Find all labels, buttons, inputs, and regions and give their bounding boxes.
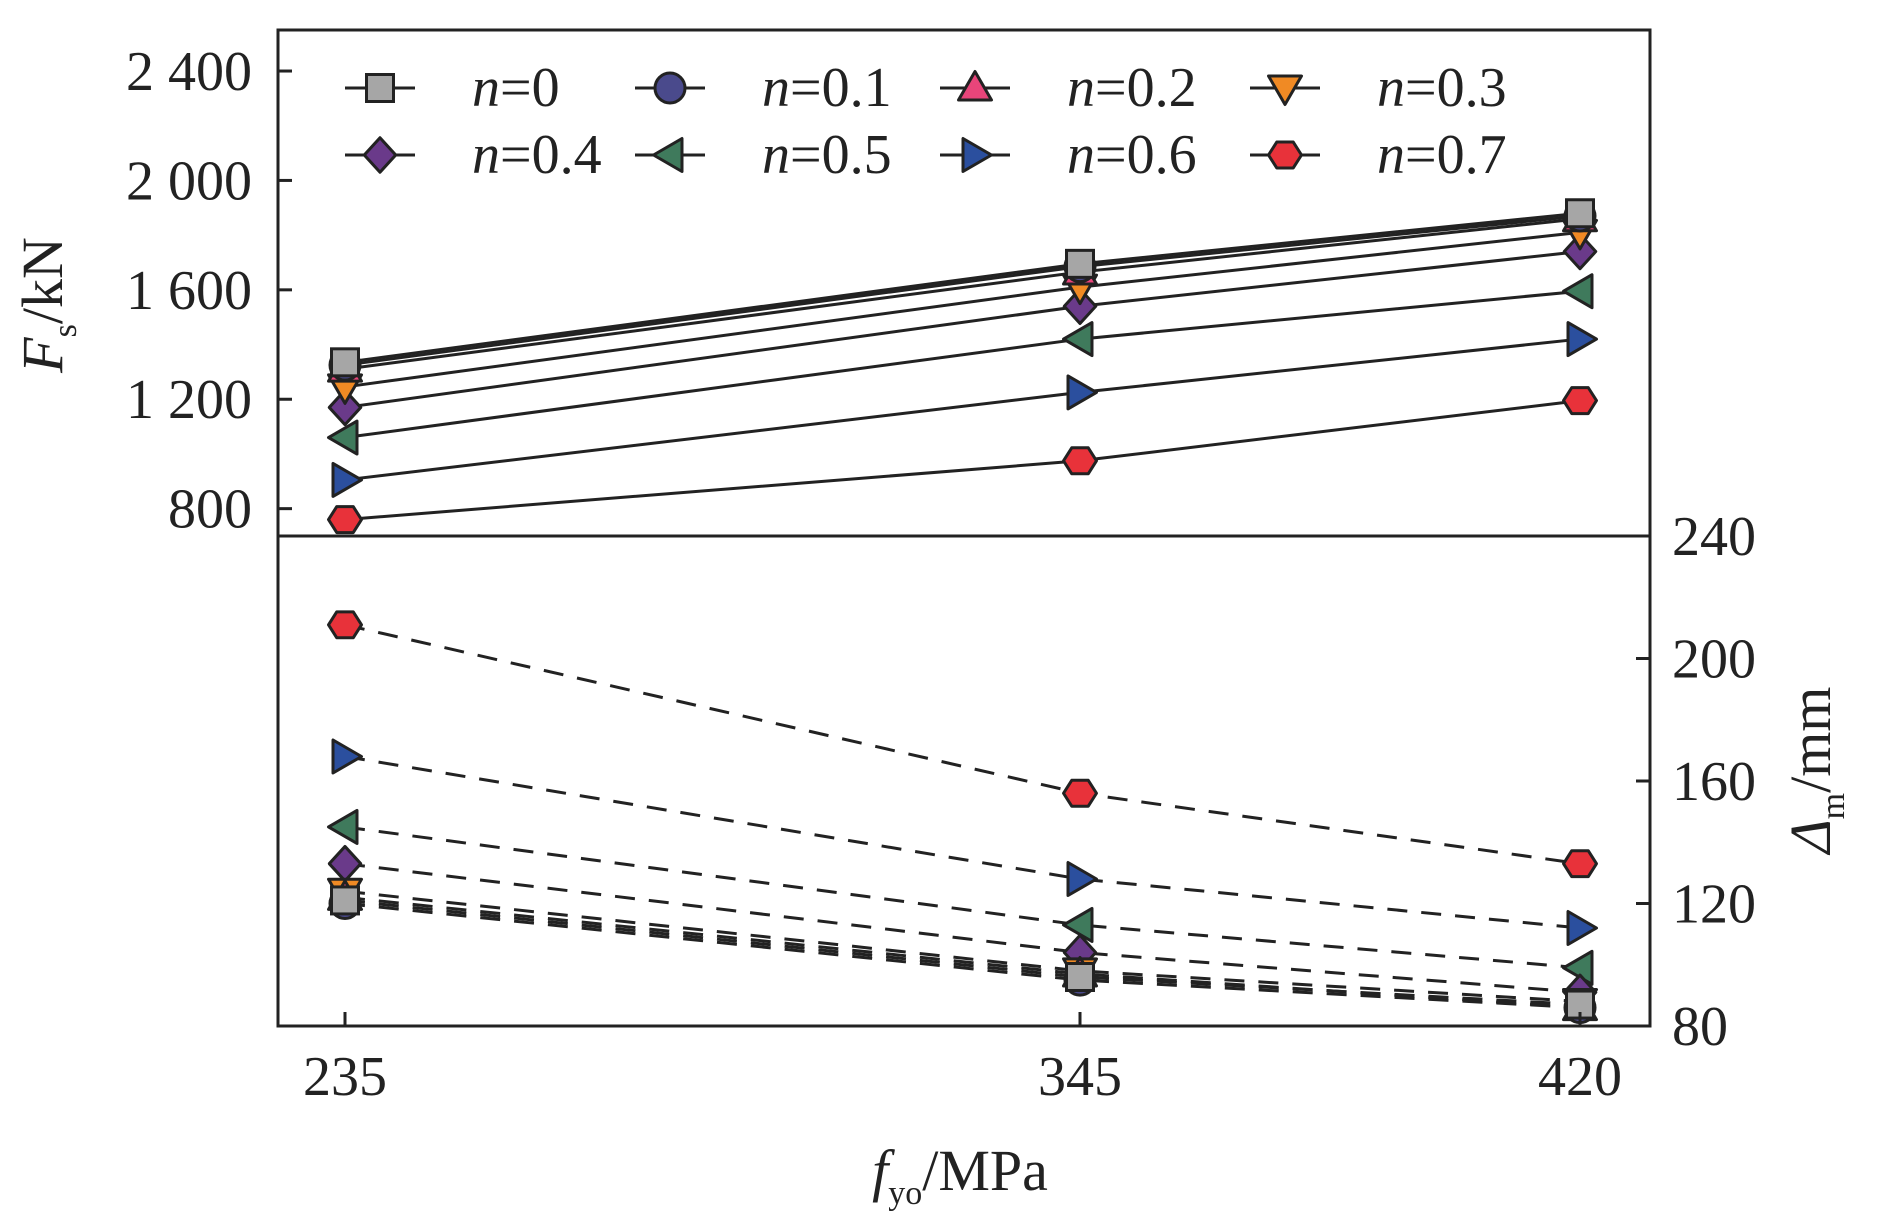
bottom-ytick-label: 240 [1672,506,1756,568]
delta-line-4 [344,862,1581,994]
legend-label-0: n=0 [472,57,560,119]
delta-line-3 [344,889,1581,1003]
legend-label-4: n=0.4 [472,124,602,186]
axes-ticks: 800 1 200 1 600 2 000 2 400 80 120 160 200 240 235… [126,41,1756,1108]
legend-marker-1 [653,71,687,105]
delta-point-7-0 [327,610,363,640]
delta-point-7-1 [1062,778,1098,808]
legend-label-3: n=0.3 [1377,57,1507,119]
fs-point-4-0 [327,388,363,427]
legend-marker-5 [652,137,684,173]
fs-point-7-1 [1062,446,1098,476]
legend-marker-2 [957,70,993,102]
top-panel [327,198,1598,535]
delta-line-6 [344,755,1581,930]
y-axis-title-left: Fs/kN [10,237,84,374]
bottom-ytick-label: 200 [1672,629,1756,691]
legend-marker-7 [1267,140,1303,170]
fs-point-6-2 [1566,321,1598,358]
fs-point-7-2 [1562,386,1598,416]
legend-label-2: n=0.2 [1067,57,1197,119]
legend-label-7: n=0.7 [1377,124,1507,186]
delta-point-6-2 [1566,910,1598,946]
xtick-label: 345 [1038,1046,1122,1108]
legend-marker-3 [1267,74,1303,106]
legend: n=0 n=0.1 n=0.2 n=0.3 n=0.4 n=0.5 n=0.6 n=0.7 [345,57,1507,186]
legend-marker-6 [961,137,993,173]
bottom-panel [327,610,1598,1025]
fs-point-4-2 [1562,232,1598,271]
fs-point-0-2 [1565,198,1595,229]
y-axis-title-right: Δm/mm [1778,687,1852,856]
xtick-label: 235 [303,1046,387,1108]
bottom-ytick-label: 160 [1672,751,1756,813]
legend-marker-0 [365,73,395,103]
fs-point-4-1 [1062,287,1098,325]
fs-point-5-1 [1062,321,1094,358]
delta-point-5-1 [1062,906,1094,943]
top-ytick-label: 2 000 [126,150,252,212]
fs-point-0-1 [1065,248,1095,279]
delta-line-5 [344,825,1581,970]
bottom-ytick-label: 80 [1672,996,1728,1058]
delta-point-6-0 [331,738,363,775]
top-ytick-label: 2 400 [126,41,252,103]
top-ytick-label: 800 [168,479,252,541]
xtick-label: 420 [1538,1046,1622,1108]
delta-point-5-0 [327,808,359,845]
top-ytick-label: 1 200 [126,369,252,431]
x-axis-title: fyo/MPa [872,1138,1048,1212]
delta-point-0-0 [330,885,360,916]
fs-point-6-0 [331,461,363,498]
legend-label-5: n=0.5 [762,124,892,186]
fs-point-5-0 [327,419,359,456]
bottom-ytick-label: 120 [1672,874,1756,936]
delta-line-2 [344,895,1581,1010]
delta-point-0-1 [1065,962,1095,992]
legend-marker-4 [362,136,398,174]
fs-point-6-1 [1066,374,1098,411]
legend-label-1: n=0.1 [762,57,892,119]
delta-line-1 [344,902,1581,1010]
delta-point-7-2 [1562,849,1598,879]
fs-point-7-0 [327,505,363,535]
fs-point-5-2 [1562,273,1594,310]
fs-point-0-0 [330,347,360,378]
top-ytick-label: 1 600 [126,260,252,322]
legend-label-6: n=0.6 [1067,124,1197,186]
delta-point-6-1 [1066,861,1098,897]
